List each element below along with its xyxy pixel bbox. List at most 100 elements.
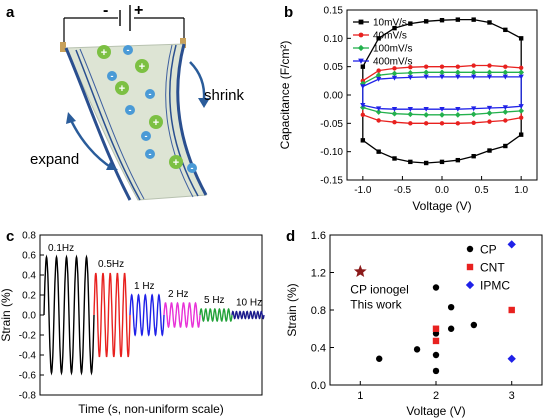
scatter-point-CP (432, 284, 440, 291)
shrink-label: shrink (204, 87, 245, 104)
y-tick-label: -0.05 (320, 119, 343, 130)
film-fiber (165, 44, 194, 198)
strain-wave-10 Hz (231, 310, 265, 320)
y-axis-label: Strain (%) (285, 283, 299, 336)
cv-point (439, 159, 445, 165)
cv-point (487, 119, 492, 124)
cv-point (518, 36, 524, 41)
y-tick-label: 0.8 (311, 305, 326, 317)
cv-point (471, 120, 476, 125)
cv-point (455, 157, 461, 163)
cation-icon (149, 115, 163, 129)
cv-point (360, 138, 366, 143)
y-tick-label: 0.05 (324, 62, 344, 73)
cv-point (502, 69, 509, 76)
cv-point (439, 74, 445, 80)
scatter-point-CP (447, 325, 455, 332)
film-fiber (79, 48, 145, 200)
scatter-point-CNT (432, 325, 440, 332)
electrode-clip-right (180, 38, 186, 48)
cv-point (392, 66, 397, 71)
y-axis-label: Strain (%) (0, 288, 13, 341)
x-axis-label: Voltage (V) (406, 404, 465, 418)
legend-label: 10mV/s (373, 18, 407, 29)
y-tick-label: 0.4 (311, 343, 326, 355)
cv-point (423, 111, 430, 118)
cv-point (439, 69, 445, 76)
battery-minus-label: - (103, 2, 108, 19)
cv-point (376, 106, 382, 112)
cv-point (423, 69, 430, 76)
panel-letter-c: c (6, 228, 15, 245)
cv-point (439, 121, 445, 126)
expand-arrowhead-icon (106, 162, 118, 170)
cv-point (408, 121, 413, 126)
y-tick-label: 0.4 (22, 271, 36, 282)
x-tick-label: 0.5 (475, 185, 489, 196)
x-tick-label: -0.5 (394, 185, 412, 196)
cv-point (518, 69, 525, 76)
cv-point (407, 111, 414, 118)
legend-label: CP (480, 243, 497, 257)
y-tick-label: 1.2 (311, 268, 326, 280)
y-tick-label: 0.00 (324, 91, 344, 102)
cv-point (423, 106, 429, 112)
cv-point (518, 132, 524, 137)
anion-sign: - (149, 89, 152, 99)
cv-point (423, 121, 429, 126)
cation-sign: + (173, 157, 179, 169)
cv-point (360, 84, 366, 90)
cv-point (423, 19, 429, 24)
legend-marker (358, 58, 364, 64)
legend-label: 40mV/s (373, 31, 407, 42)
y-tick-label: -0.4 (19, 351, 37, 362)
cv-point (470, 111, 477, 118)
cv-point (503, 143, 508, 149)
cv-point (439, 111, 445, 118)
cv-point (455, 121, 461, 126)
frequency-label: 0.1Hz (48, 243, 74, 254)
frequency-label: 2 Hz (168, 289, 189, 300)
film-fiber-left (64, 47, 132, 201)
film-fiber (75, 49, 141, 201)
cv-point (423, 160, 429, 166)
frequency-label: 1 Hz (134, 281, 155, 292)
cv-point (407, 106, 413, 112)
cation-sign: + (153, 117, 159, 129)
cv-point (392, 120, 397, 125)
cv-point (486, 74, 493, 80)
cv-point (503, 64, 508, 69)
frequency-label: 0.5Hz (98, 259, 124, 270)
x-tick-label: 3 (509, 390, 515, 402)
cv-point (487, 63, 492, 68)
y-tick-label: 0.10 (324, 34, 344, 45)
strain-wave-0.1Hz (43, 254, 95, 376)
y-tick-label: -0.6 (19, 371, 37, 382)
cv-point (407, 70, 414, 76)
legend-marker (465, 280, 475, 290)
anion-sign: - (149, 149, 152, 159)
expand-arrow-icon (68, 117, 113, 170)
ion-group: + - + - + - - + - - + - (97, 45, 197, 173)
anion-icon (123, 45, 133, 55)
panel-letter-d: d (286, 228, 296, 245)
x-tick-label: 2 (433, 390, 439, 402)
cv-point (391, 106, 398, 112)
cv-point (471, 17, 476, 22)
cv-point (486, 110, 493, 116)
strain-wave-2 Hz (163, 301, 201, 329)
x-axis-label: Time (s, non-uniform scale) (78, 402, 224, 416)
cv-curve-400mV/s (362, 76, 522, 110)
cv-point (471, 63, 476, 68)
legend-marker (358, 32, 364, 38)
y-tick-label: 0.8 (22, 231, 36, 242)
cv-point (423, 74, 429, 80)
anion-icon (141, 131, 151, 141)
legend-marker (357, 44, 365, 52)
y-tick-label: 0.15 (324, 6, 344, 17)
legend-marker (466, 245, 474, 253)
strain-frequency-chart: -0.8 -0.6 -0.4 -0.2 0.0 0.2 0.4 0.6 0.8 Time (s, … (0, 231, 265, 416)
cv-point (471, 106, 477, 112)
scatter-point-CNT (432, 337, 440, 345)
cation-icon (135, 59, 149, 73)
